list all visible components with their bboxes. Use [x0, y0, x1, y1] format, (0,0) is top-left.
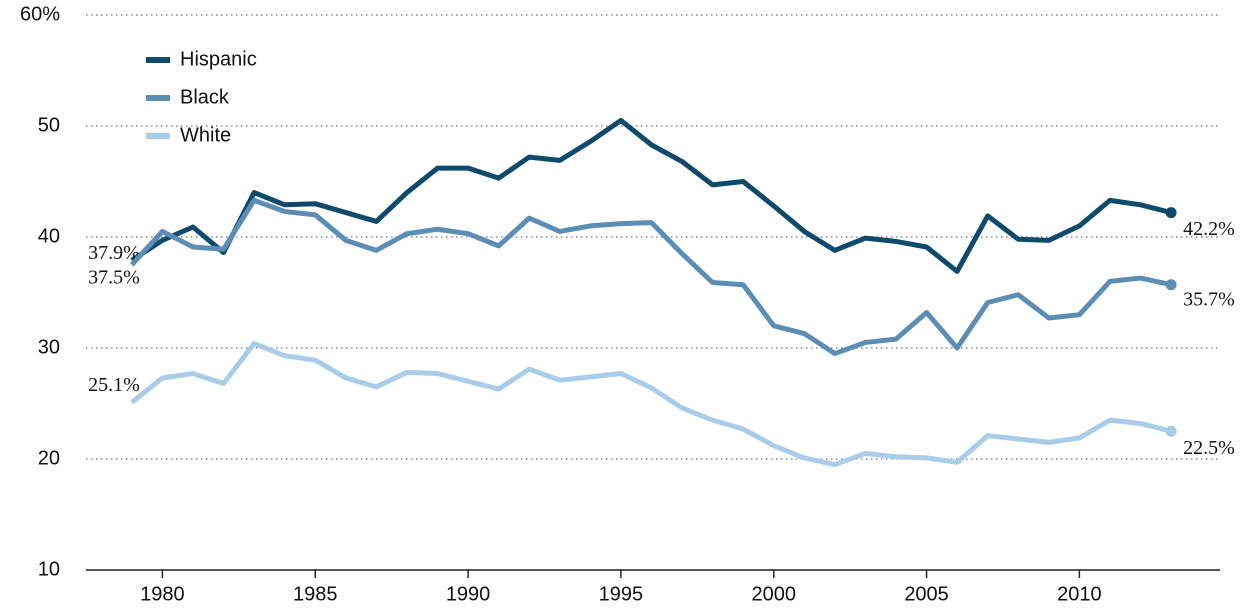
value-label: 42.2%: [1183, 218, 1235, 240]
x-tick-label: 2000: [751, 583, 796, 605]
x-tick-label: 1995: [599, 583, 644, 605]
value-label: 35.7%: [1183, 288, 1235, 310]
legend-label: Black: [180, 86, 230, 108]
y-tick-label: 20: [38, 447, 60, 469]
series-line: [130, 117, 1172, 274]
value-label: 37.5%: [88, 266, 140, 288]
x-tick-label: 1990: [446, 583, 491, 605]
y-tick-label: 60%: [20, 3, 60, 25]
end-point: [1165, 207, 1177, 219]
series-line: [130, 341, 1172, 468]
x-tick-label: 1980: [140, 583, 185, 605]
end-point: [1165, 425, 1177, 437]
x-tick-label: 2005: [904, 583, 949, 605]
legend-label: Hispanic: [180, 48, 257, 70]
value-label: 22.5%: [1183, 437, 1235, 459]
y-tick-label: 10: [38, 558, 60, 580]
x-tick-label: 2010: [1057, 583, 1102, 605]
y-tick-label: 30: [38, 336, 60, 358]
x-tick-label: 1985: [293, 583, 338, 605]
value-label: 25.1%: [88, 374, 140, 396]
series-line: [130, 197, 1172, 357]
y-tick-label: 40: [38, 225, 60, 247]
legend-label: White: [180, 124, 231, 146]
end-point: [1165, 279, 1177, 291]
value-label: 37.9%: [88, 242, 140, 264]
y-tick-label: 50: [38, 114, 60, 136]
